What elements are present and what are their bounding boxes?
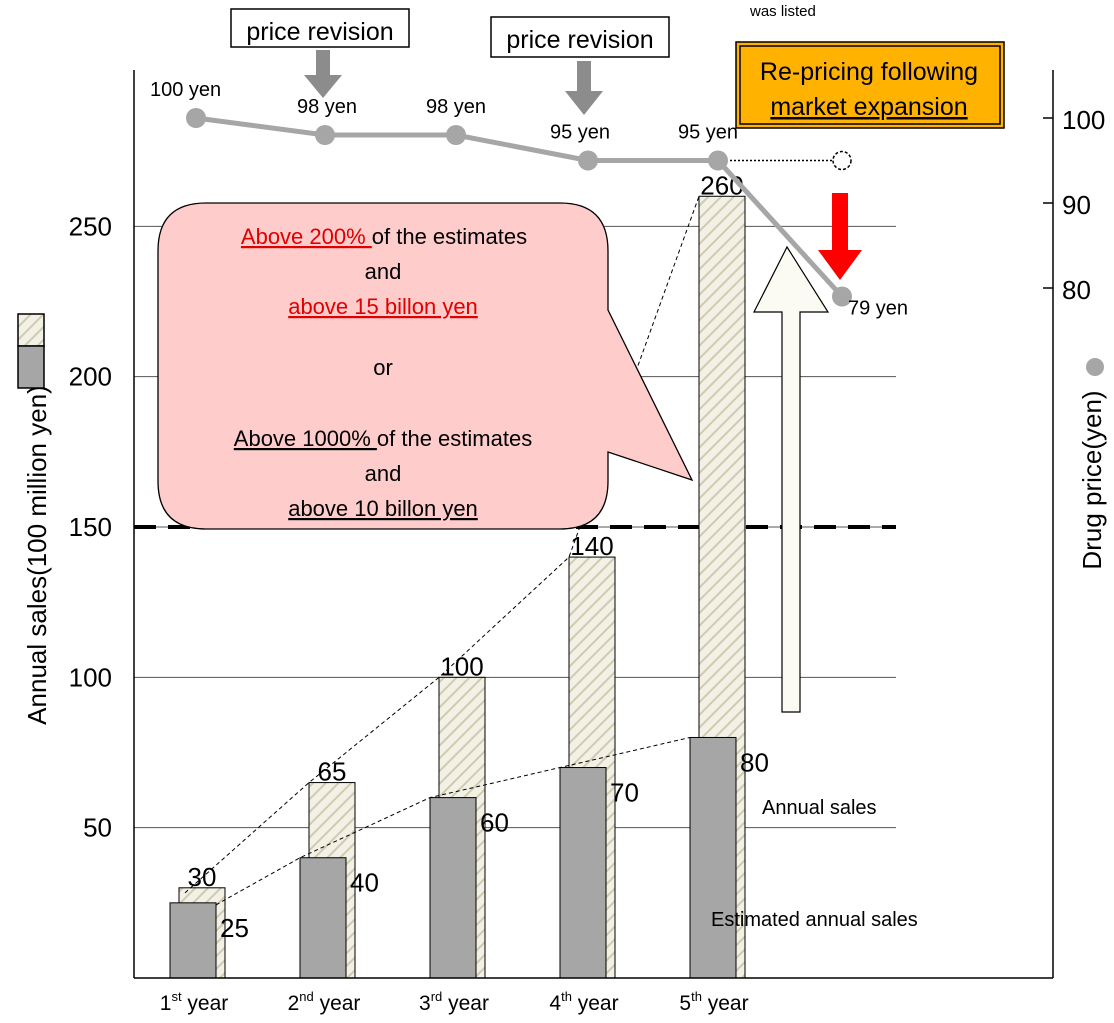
- repricing-arrow: [818, 193, 862, 280]
- price-labels: 100 yen 98 yen 98 yen 95 yen 95 yen 79 yen: [150, 79, 908, 320]
- legend-swatch-estimated: [17, 345, 45, 389]
- annual-sales-value: 65: [318, 757, 347, 787]
- price-point: [832, 286, 852, 307]
- estimated-sales-bar: [429, 797, 477, 979]
- right-axis-ticks: 80 90 100: [1043, 105, 1105, 305]
- estimated-sales-bar: [299, 857, 347, 979]
- price-point: [186, 108, 206, 128]
- legend-swatch-annual: [17, 313, 45, 347]
- price-point: [315, 125, 335, 145]
- svg-text:and: and: [365, 259, 402, 284]
- svg-text:market expansion: market expansion: [770, 93, 967, 121]
- x-category-label: 3rd year: [419, 989, 489, 1015]
- svg-text:price revision: price revision: [506, 26, 653, 54]
- revision-arrow-2: [565, 61, 603, 115]
- annual-sales-value: 30: [188, 862, 217, 892]
- svg-text:and: and: [365, 461, 402, 486]
- price-value-label: 100 yen: [150, 79, 221, 101]
- y-tick-label: 50: [83, 813, 112, 843]
- price-points: [186, 108, 852, 307]
- svg-text:above 15 billon yen: above 15 billon yen: [288, 294, 478, 319]
- estimated-sales-bar: [169, 902, 217, 979]
- right-tick-label: 100: [1062, 105, 1105, 135]
- criteria-callout: Above 200% of the estimates and above 15…: [157, 202, 694, 530]
- estimated-sales-bar: [559, 767, 607, 979]
- y-tick-label: 100: [69, 662, 112, 692]
- price-point: [578, 150, 598, 171]
- right-axis-title: Drug price(yen): [1077, 390, 1107, 569]
- estimated-sales-value: 60: [480, 808, 509, 838]
- repricing-box: Re-pricing following market expansion: [735, 41, 1005, 129]
- annual-sales-value: 140: [570, 531, 613, 561]
- legend-annual-sales: Annual sales: [762, 797, 877, 819]
- right-tick-label: 90: [1062, 190, 1091, 220]
- estimated-sales-value: 25: [220, 913, 249, 943]
- estimated-sales-bar: [689, 736, 737, 979]
- y-tick-label: 200: [69, 362, 112, 392]
- legend-estimated-sales: Estimated annual sales: [711, 909, 918, 931]
- estimated-sales-value: 70: [610, 778, 639, 808]
- x-category-label: 1st year: [160, 989, 229, 1015]
- y-tick-label: 250: [69, 211, 112, 241]
- price-value-label: 98 yen: [426, 96, 486, 118]
- annual-sales-labels: 30 65 100 140 260: [188, 170, 744, 892]
- x-category-label: 4th year: [549, 989, 618, 1015]
- revision-arrow-1: [304, 50, 342, 98]
- left-axis-ticks: 50 100 150 200 250: [69, 211, 112, 842]
- svg-text:price revision: price revision: [246, 18, 393, 46]
- hypothetical-price-point: [832, 150, 852, 171]
- price-value-label: 95 yen: [678, 122, 738, 144]
- estimated-sales-value: 80: [740, 747, 769, 777]
- svg-text:above 10 billon yen: above 10 billon yen: [288, 496, 478, 521]
- estimated-sales-trend-line: [215, 736, 691, 906]
- annual-sales-value: 260: [700, 170, 743, 200]
- y-tick-label: 150: [69, 512, 112, 542]
- x-category-label: 5th year: [679, 989, 748, 1015]
- price-point: [708, 150, 728, 171]
- growth-arrow: [753, 245, 830, 713]
- price-value-label: 79 yen: [848, 298, 908, 320]
- right-tick-label: 80: [1062, 275, 1091, 305]
- top-note: was listed: [749, 3, 816, 20]
- price-revision-box-2: price revision: [490, 16, 670, 58]
- price-value-label: 95 yen: [550, 122, 610, 144]
- price-line: [195, 115, 844, 299]
- x-category-label: 2nd year: [288, 989, 361, 1015]
- y-axis-title: Annual sales(100 million yen): [22, 385, 52, 725]
- estimated-sales-labels: 25 40 60 70 80: [220, 747, 769, 942]
- price-point: [446, 125, 466, 145]
- annual-sales-value: 100: [440, 651, 483, 681]
- estimated-sales-bars: [169, 736, 737, 979]
- svg-text:Above 1000% of the estimates: Above 1000% of the estimates: [234, 426, 532, 451]
- svg-text:Re-pricing following: Re-pricing following: [760, 58, 978, 86]
- estimated-sales-value: 40: [350, 868, 379, 898]
- price-value-label: 98 yen: [297, 96, 357, 118]
- price-legend-marker: [1086, 358, 1104, 376]
- price-revision-box-1: price revision: [230, 8, 410, 48]
- svg-text:Above 200% of the estimates: Above 200% of the estimates: [241, 224, 527, 249]
- x-axis-categories: 1st year 2nd year 3rd year 4th year 5th year: [160, 989, 749, 1015]
- svg-text:or: or: [373, 355, 393, 380]
